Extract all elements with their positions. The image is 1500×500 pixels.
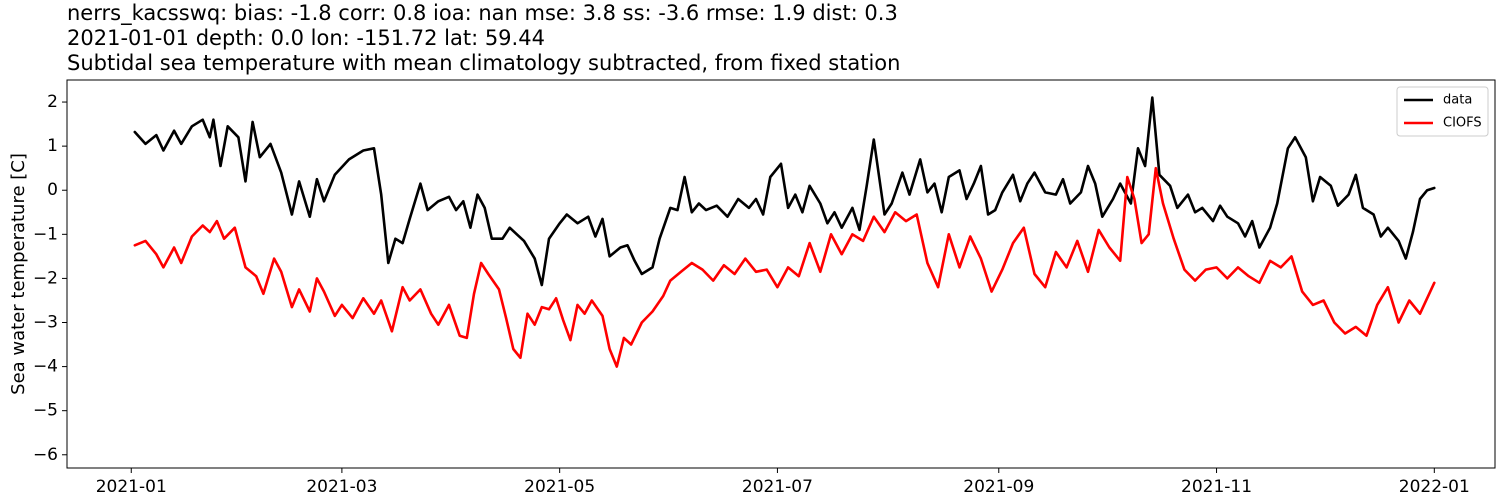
x-tick-label: 2021-01 [96, 477, 167, 497]
x-tick-label: 2021-03 [306, 477, 377, 497]
title-block: nerrs_kacsswq: bias: -1.8 corr: 0.8 ioa:… [67, 1, 900, 76]
y-tick-label: −4 [33, 357, 58, 377]
y-tick-label: −3 [33, 313, 58, 333]
y-tick-label: −1 [33, 224, 58, 244]
series-line-ciofs [133, 166, 1436, 368]
x-tick-label: 2021-07 [742, 477, 813, 497]
title-line-1: nerrs_kacsswq: bias: -1.8 corr: 0.8 ioa:… [67, 1, 898, 25]
y-axis-label: Sea water temperature [C] [8, 153, 29, 395]
y-tick-label: −5 [33, 401, 58, 421]
y-tick-label: −6 [33, 445, 58, 465]
plot-frame [66, 79, 1496, 469]
title-line-3: Subtidal sea temperature with mean clima… [67, 51, 901, 75]
series-line-data [133, 96, 1436, 287]
y-tick-label: 1 [47, 136, 58, 156]
x-tick-label: 2021-05 [524, 477, 595, 497]
legend-label: CIOFS [1443, 116, 1482, 131]
y-tick-label: 0 [47, 180, 58, 200]
x-axis: 2021-01 2021-03 2021-05 2021-07 2021-09 2021-… [96, 468, 1470, 497]
x-tick-label: 2022-01 [1399, 477, 1470, 497]
title-line-2: 2021-01-01 depth: 0.0 lon: -151.72 lat: … [67, 26, 545, 50]
x-tick-label: 2021-11 [1181, 477, 1252, 497]
y-tick-label: 2 [47, 92, 58, 112]
legend-label: data [1443, 93, 1472, 108]
plot-area [133, 96, 1436, 368]
legend: data CIOFS [1396, 86, 1489, 137]
y-axis: 2 1 0 −1 −2 −3 −4 −5 −6 [33, 92, 67, 465]
x-tick-label: 2021-09 [963, 477, 1034, 497]
y-tick-label: −2 [33, 268, 58, 288]
